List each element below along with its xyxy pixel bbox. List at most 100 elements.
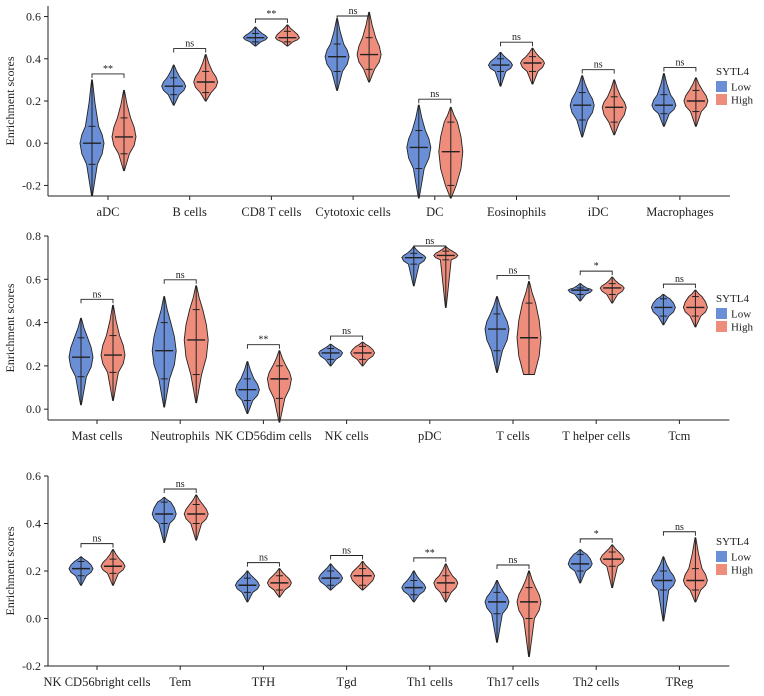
x-tick-label: iDC (588, 205, 609, 219)
significance-label: ns (675, 274, 684, 285)
y-axis-label: Enrichment scores (3, 283, 17, 372)
x-tick-label: TReg (666, 675, 695, 689)
y-tick-label: -0.2 (22, 659, 41, 673)
x-tick-label: aDC (97, 205, 120, 219)
legend-swatch-high (716, 564, 727, 575)
y-axis-label: Enrichment scores (3, 526, 17, 615)
significance-bracket (80, 298, 114, 304)
x-tick-label: TFH (252, 675, 276, 689)
x-tick-label: Cytotoxic cells (315, 205, 390, 219)
legend-swatch-high (716, 321, 727, 332)
significance-label: ** (425, 548, 435, 559)
significance-bracket (254, 18, 288, 23)
legend-title: SYTL4 (716, 66, 750, 78)
significance-bracket (663, 67, 697, 72)
legend-label: Low (731, 552, 751, 564)
significance-bracket (500, 41, 533, 47)
y-tick-label: 0.4 (26, 52, 41, 66)
y-tick-label: 0.8 (26, 229, 41, 243)
legend-swatch-low (716, 308, 727, 319)
significance-label: ** (266, 9, 276, 20)
significance-bracket (246, 344, 280, 349)
significance-bracket (163, 279, 197, 284)
y-tick-label: 0.0 (26, 402, 41, 416)
legend-label: High (731, 95, 754, 107)
x-tick-label: Eosinophils (487, 205, 546, 219)
significance-bracket (173, 48, 207, 53)
significance-bracket (662, 531, 696, 536)
y-tick-label: 0.2 (26, 564, 41, 578)
x-tick-label: CD8 T cells (241, 205, 301, 219)
significance-bracket (80, 543, 114, 548)
y-tick-label: 0.0 (26, 612, 41, 626)
y-tick-label: 0.6 (26, 272, 41, 286)
significance-bracket (579, 270, 613, 276)
significance-label: ns (259, 553, 268, 564)
significance-label: ns (342, 546, 351, 557)
significance-label: ns (425, 236, 434, 247)
x-tick-label: Tgd (337, 675, 358, 689)
x-tick-label: Th1 cells (407, 675, 453, 689)
legend-swatch-low (716, 81, 727, 92)
significance-label: ns (594, 60, 603, 71)
significance-bracket (413, 557, 447, 562)
significance-label: ns (512, 32, 521, 43)
significance-label: ns (509, 265, 518, 276)
significance-label: ns (342, 326, 351, 337)
significance-label: * (594, 529, 599, 540)
x-tick-label: Macrophages (646, 205, 713, 219)
x-tick-label: B cells (173, 205, 208, 219)
legend-title: SYTL4 (716, 536, 750, 548)
legend-label: Low (731, 309, 751, 321)
significance-bracket (496, 564, 530, 569)
significance-bracket (662, 283, 696, 289)
significance-label: ** (258, 335, 268, 346)
significance-label: ns (93, 289, 102, 300)
significance-label: ns (185, 39, 194, 50)
significance-label: ns (675, 522, 684, 533)
x-tick-label: Neutrophils (151, 429, 210, 443)
x-tick-label: Tem (169, 675, 191, 689)
significance-bracket (330, 555, 364, 560)
y-tick-label: -0.2 (22, 178, 41, 192)
violin-panel-2: 0.0 0.2 0.4 0.6 0.8 Enrichment scores Mast cel… (3, 229, 754, 443)
y-tick-label: 0.2 (26, 94, 41, 108)
y-tick-label: 0.0 (26, 136, 41, 150)
significance-label: ns (509, 555, 518, 566)
significance-label: ns (176, 270, 185, 281)
x-tick-label: Mast cells (71, 429, 122, 443)
x-tick-label: NK CD56dim cells (215, 429, 312, 443)
y-tick-label: 0.6 (26, 469, 41, 483)
significance-label: ** (103, 64, 113, 75)
significance-bracket (330, 335, 364, 341)
x-tick-label: DC (426, 205, 443, 219)
y-tick-label: 0.2 (26, 359, 41, 373)
violin-panel-3: -0.2 0.0 0.2 0.4 0.6 Enrichment scores NK CD56… (3, 469, 754, 689)
significance-label: * (594, 261, 599, 272)
x-tick-label: NK CD56bright cells (44, 675, 151, 689)
significance-label: ns (675, 58, 684, 69)
y-tick-label: 0.4 (26, 316, 41, 330)
x-tick-label: T cells (496, 429, 530, 443)
y-axis-label: Enrichment scores (3, 56, 17, 145)
legend-title: SYTL4 (716, 293, 750, 305)
legend-label: Low (731, 82, 751, 94)
legend-swatch-high (716, 94, 727, 105)
x-tick-label: T helper cells (562, 429, 630, 443)
x-tick-label: Th2 cells (573, 675, 619, 689)
x-tick-label: NK cells (325, 429, 369, 443)
y-tick-label: 0.4 (26, 517, 41, 531)
y-tick-label: 0.6 (26, 10, 41, 24)
significance-bracket (496, 275, 530, 280)
significance-bracket (413, 245, 447, 250)
x-tick-label: Tcm (668, 429, 690, 443)
x-tick-label: Th17 cells (487, 675, 540, 689)
significance-bracket (163, 488, 197, 493)
significance-bracket (336, 15, 370, 20)
significance-label: ns (176, 479, 185, 490)
significance-bracket (418, 98, 452, 104)
violin-panel-1: -0.2 0.0 0.2 0.4 0.6 Enrichment scores aDC ** B … (3, 6, 754, 219)
significance-bracket (246, 562, 280, 567)
legend-swatch-low (716, 551, 727, 562)
